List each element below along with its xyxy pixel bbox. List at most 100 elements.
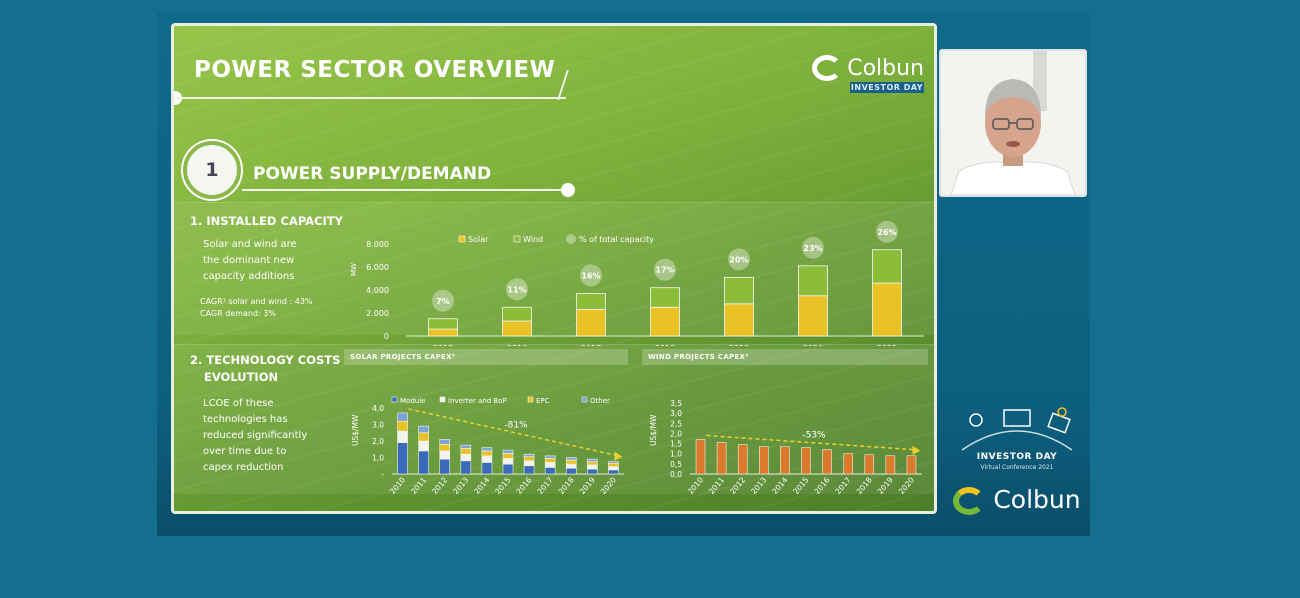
x-tick-label: 2018 — [557, 475, 576, 496]
bar-segment — [418, 440, 429, 452]
section-number-badge: 1 — [183, 141, 241, 199]
bar-segment — [650, 306, 680, 337]
trend-arrowhead — [912, 445, 921, 455]
bar-segment — [885, 455, 896, 475]
bar-segment — [428, 328, 458, 337]
share-bubble — [432, 289, 454, 312]
legend-swatch — [566, 234, 576, 244]
cagr-notes: CAGR¹ solar and wind : 43% CAGR demand: … — [200, 296, 313, 320]
y-tick-label: 6.000 — [366, 263, 389, 272]
legend-swatch — [458, 235, 466, 243]
bar-segment — [397, 442, 408, 475]
x-tick-label: 2010 — [388, 475, 407, 496]
bar-segment — [565, 459, 577, 465]
bar-segment — [460, 460, 472, 475]
investor-day-badge: INVESTOR DAY — [850, 82, 924, 93]
bar-segment — [650, 287, 680, 308]
colbun-mark-icon — [953, 487, 986, 515]
bar-segment — [502, 306, 532, 322]
event-subtitle: Virtual Conference 2021 — [980, 464, 1054, 471]
bar-segment — [418, 432, 429, 442]
share-bubble — [802, 236, 824, 259]
text-line: capex reduction — [203, 462, 284, 473]
bar-segment — [801, 447, 811, 475]
legend-label: EPC — [536, 397, 550, 405]
bar-segment — [872, 249, 902, 284]
text-line: Solar and wind are — [203, 239, 297, 250]
x-tick-label: 2016 — [507, 344, 527, 346]
x-tick-label: 2012 — [728, 475, 747, 496]
colbun-logo-text: Colbun — [847, 55, 924, 81]
bar-segment — [587, 458, 598, 462]
bar-segment — [481, 462, 493, 475]
share-label: 26% — [877, 228, 896, 237]
x-tick-label: 2018 — [655, 344, 675, 346]
x-tick-label: 2015 — [493, 475, 512, 496]
event-logo-text: Colbun — [993, 485, 1081, 514]
share-label: 11% — [507, 285, 526, 294]
bar-segment — [439, 458, 451, 475]
bar-segment — [439, 444, 451, 452]
bar-segment — [481, 455, 493, 463]
legend-label: % of total capacity — [579, 235, 654, 244]
bar-segment — [544, 462, 556, 468]
bar-segment — [822, 449, 832, 475]
section-dot — [561, 183, 575, 197]
y-tick-label: 8.000 — [366, 240, 389, 249]
video-stage: POWER SECTOR OVERVIEW Colbun INVESTOR DA… — [157, 12, 1090, 536]
bar-segment — [418, 425, 429, 434]
text-line: technologies has — [203, 414, 288, 425]
bar-segment — [872, 282, 902, 337]
y-tick-label: - — [381, 470, 384, 479]
bar-segment — [724, 276, 754, 305]
heading-line: EVOLUTION — [204, 370, 279, 384]
y-tick-label: 0,5 — [670, 460, 682, 469]
speaker-video-tile[interactable] — [939, 49, 1087, 197]
x-tick-label: 2020 — [599, 475, 618, 496]
share-label: 20% — [729, 255, 748, 264]
legend-swatch — [439, 396, 446, 403]
bar-segment — [864, 454, 875, 475]
x-tick-label: 2019 — [876, 475, 895, 496]
presentation-slide: POWER SECTOR OVERVIEW Colbun INVESTOR DA… — [171, 23, 937, 514]
y-tick-label: 3,0 — [670, 409, 682, 418]
bar-segment — [724, 303, 754, 337]
share-label: 16% — [581, 271, 600, 280]
y-tick-label: 4,0 — [372, 404, 384, 413]
solar-capex-title: SOLAR PROJECTS CAPEX³ — [344, 349, 628, 365]
y-tick-label: 2.000 — [366, 309, 389, 318]
bar-segment — [439, 450, 451, 460]
solar-capex-chart: 4,0 3,0 2,0 1,0 - US$/MW Module Inverter and Bo… — [351, 396, 624, 496]
legend-label: Wind — [523, 235, 543, 244]
share-label: 7% — [436, 297, 450, 306]
bar-segment — [523, 456, 535, 462]
bar-segment — [460, 448, 472, 455]
x-tick-label: 2014 — [770, 475, 789, 496]
bar-segment — [576, 293, 606, 310]
bar-segment — [418, 450, 429, 475]
bar-segment — [587, 468, 598, 475]
trend-arrowhead — [614, 451, 623, 461]
legend-swatch — [581, 396, 588, 403]
y-axis-label: US$/MW — [649, 414, 658, 446]
speaker-image — [941, 51, 1085, 195]
y-tick-label: 1,0 — [372, 454, 384, 463]
title-underline — [174, 97, 566, 99]
bar-segment — [481, 450, 493, 457]
legend-label: Solar — [468, 235, 489, 244]
section-title: POWER SUPPLY/DEMAND — [253, 164, 492, 184]
bar-segment — [460, 453, 472, 462]
bar-segment — [608, 466, 619, 471]
share-bubble — [654, 258, 676, 281]
text-line: LCOE of these — [203, 398, 274, 409]
text-line: over time due to — [203, 446, 287, 457]
share-bubble — [506, 278, 528, 301]
bar-segment — [608, 462, 619, 467]
share-label: 23% — [803, 244, 822, 253]
bar-segment — [502, 458, 514, 465]
bar-segment — [523, 465, 535, 475]
x-tick-label: 2016 — [812, 475, 831, 496]
bar-segment — [716, 442, 727, 475]
bar-segment — [798, 295, 828, 337]
legend-label: Module — [400, 397, 425, 405]
